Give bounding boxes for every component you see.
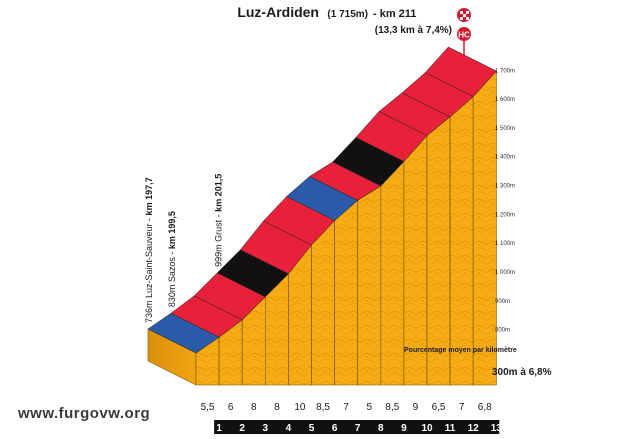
km-marker-label: 1 [216, 423, 222, 434]
km-marker-label: 3 [263, 423, 269, 434]
gradient-label: 7 [459, 402, 465, 413]
gradient-label: 8 [274, 402, 280, 413]
hc-badge-text: HC [458, 31, 470, 40]
waypoint-name: 830m Sazos - [167, 249, 177, 307]
hc-category-icon [457, 27, 471, 41]
waypoint-label: 736m Luz-Saint-Sauveur - km 197,7 [144, 177, 154, 323]
gradient-label: 5,5 [201, 402, 215, 413]
checkered-grid [460, 11, 469, 20]
summit-icons: HC [457, 8, 471, 56]
waypoint-labels: 736m Luz-Saint-Sauveur - km 197,7 830m Sa… [144, 174, 223, 323]
gradient-label: 7 [343, 402, 349, 413]
waypoint-name: 736m Luz-Saint-Sauveur - [144, 215, 154, 323]
waypoint-label: 830m Sazos - km 199,5 [167, 211, 177, 307]
km-marker-label: 13 [491, 423, 503, 434]
altitude-tick-label: 1 400m [495, 155, 515, 161]
km-marker-label: 8 [378, 423, 384, 434]
svg-text:Luz-Ardiden (1 715m): Luz-Ardiden (1 715m) [237, 4, 368, 21]
profile-front-segment [426, 116, 451, 386]
summit-km: - km 211 [373, 8, 416, 20]
gradient-labels: 5,5 6 8 8 10 8,5 7 5 8,5 9 6,5 7 6,8 [201, 402, 493, 413]
gradient-label: 9 [413, 402, 419, 413]
altitude-tick-label: 1 600m [495, 97, 515, 103]
altitude-tick-label: 900m [495, 299, 510, 305]
km-marker-label: 6 [332, 423, 338, 434]
km-marker-label: 11 [445, 423, 456, 434]
waypoint-km: km 199,5 [167, 211, 177, 249]
waypoint-km: km 201,5 [213, 174, 223, 212]
gradient-label: 10 [294, 402, 306, 413]
gradient-label: 8 [251, 402, 257, 413]
altitude-tick-label: 1 500m [495, 126, 515, 132]
waypoint-km: km 197,7 [144, 177, 154, 215]
profile-front-segment [449, 95, 474, 386]
altitude-tick-label: 1 300m [495, 184, 515, 190]
summit-altitude: (1 715m) [327, 9, 368, 20]
altitude-tick-label: 800m [495, 328, 510, 334]
profile-top-segment [424, 46, 497, 97]
gradient-label: 6 [228, 402, 234, 413]
km-marker-label: 5 [309, 423, 315, 434]
altitude-tick-label: 1 700m [495, 68, 515, 74]
km-marker-label: 7 [355, 423, 361, 434]
gradient-label: 8,5 [385, 402, 399, 413]
km-marker-label: 9 [401, 423, 407, 434]
profile-front-segment [334, 199, 359, 386]
summit-name: Luz-Ardiden [237, 4, 319, 20]
km-marker-label: 10 [421, 423, 433, 434]
altitude-tick-label: 1 000m [495, 270, 515, 276]
km-marker-label: 12 [468, 423, 480, 434]
gradient-label: 5 [366, 402, 372, 413]
profile-front-segment [357, 185, 382, 386]
gradient-label: 6,5 [432, 402, 446, 413]
profile-front-segment [311, 219, 335, 386]
profile-top-strips [147, 46, 497, 354]
summit-header: Luz-Ardiden (1 715m) - km 211 (13,3 km à… [237, 4, 452, 36]
profile-front-faces [195, 70, 497, 386]
altitude-axis: 800m 900m 1 000m 1 100m 1 200m 1 300m 1 400m 1 … [495, 68, 515, 333]
altitude-tick-label: 1 100m [495, 241, 515, 247]
waypoint-name: 999m Grust - [213, 212, 223, 267]
watermark-footer: www.furgovw.org [17, 405, 150, 422]
altitude-tick-label: 1 200m [495, 212, 515, 218]
km-marker-label: 2 [239, 423, 245, 434]
km-bar-background [214, 420, 500, 434]
legend-note: Pourcentage moyen par kilomètre [404, 347, 517, 354]
summit-average: (13,3 km à 7,4%) [375, 25, 452, 36]
profile-front-segment [472, 70, 497, 386]
km-bar: 1 2 3 4 5 6 7 8 9 10 11 12 13 [214, 420, 502, 434]
waypoint-label: 999m Grust - km 201,5 [213, 174, 223, 267]
profile-front-segment [380, 160, 405, 386]
gradient-label: 6,8 [478, 402, 492, 413]
base-average-note: 300m à 6,8% [492, 367, 552, 378]
km-marker-label: 4 [286, 423, 292, 434]
gradient-label: 8,5 [316, 402, 330, 413]
